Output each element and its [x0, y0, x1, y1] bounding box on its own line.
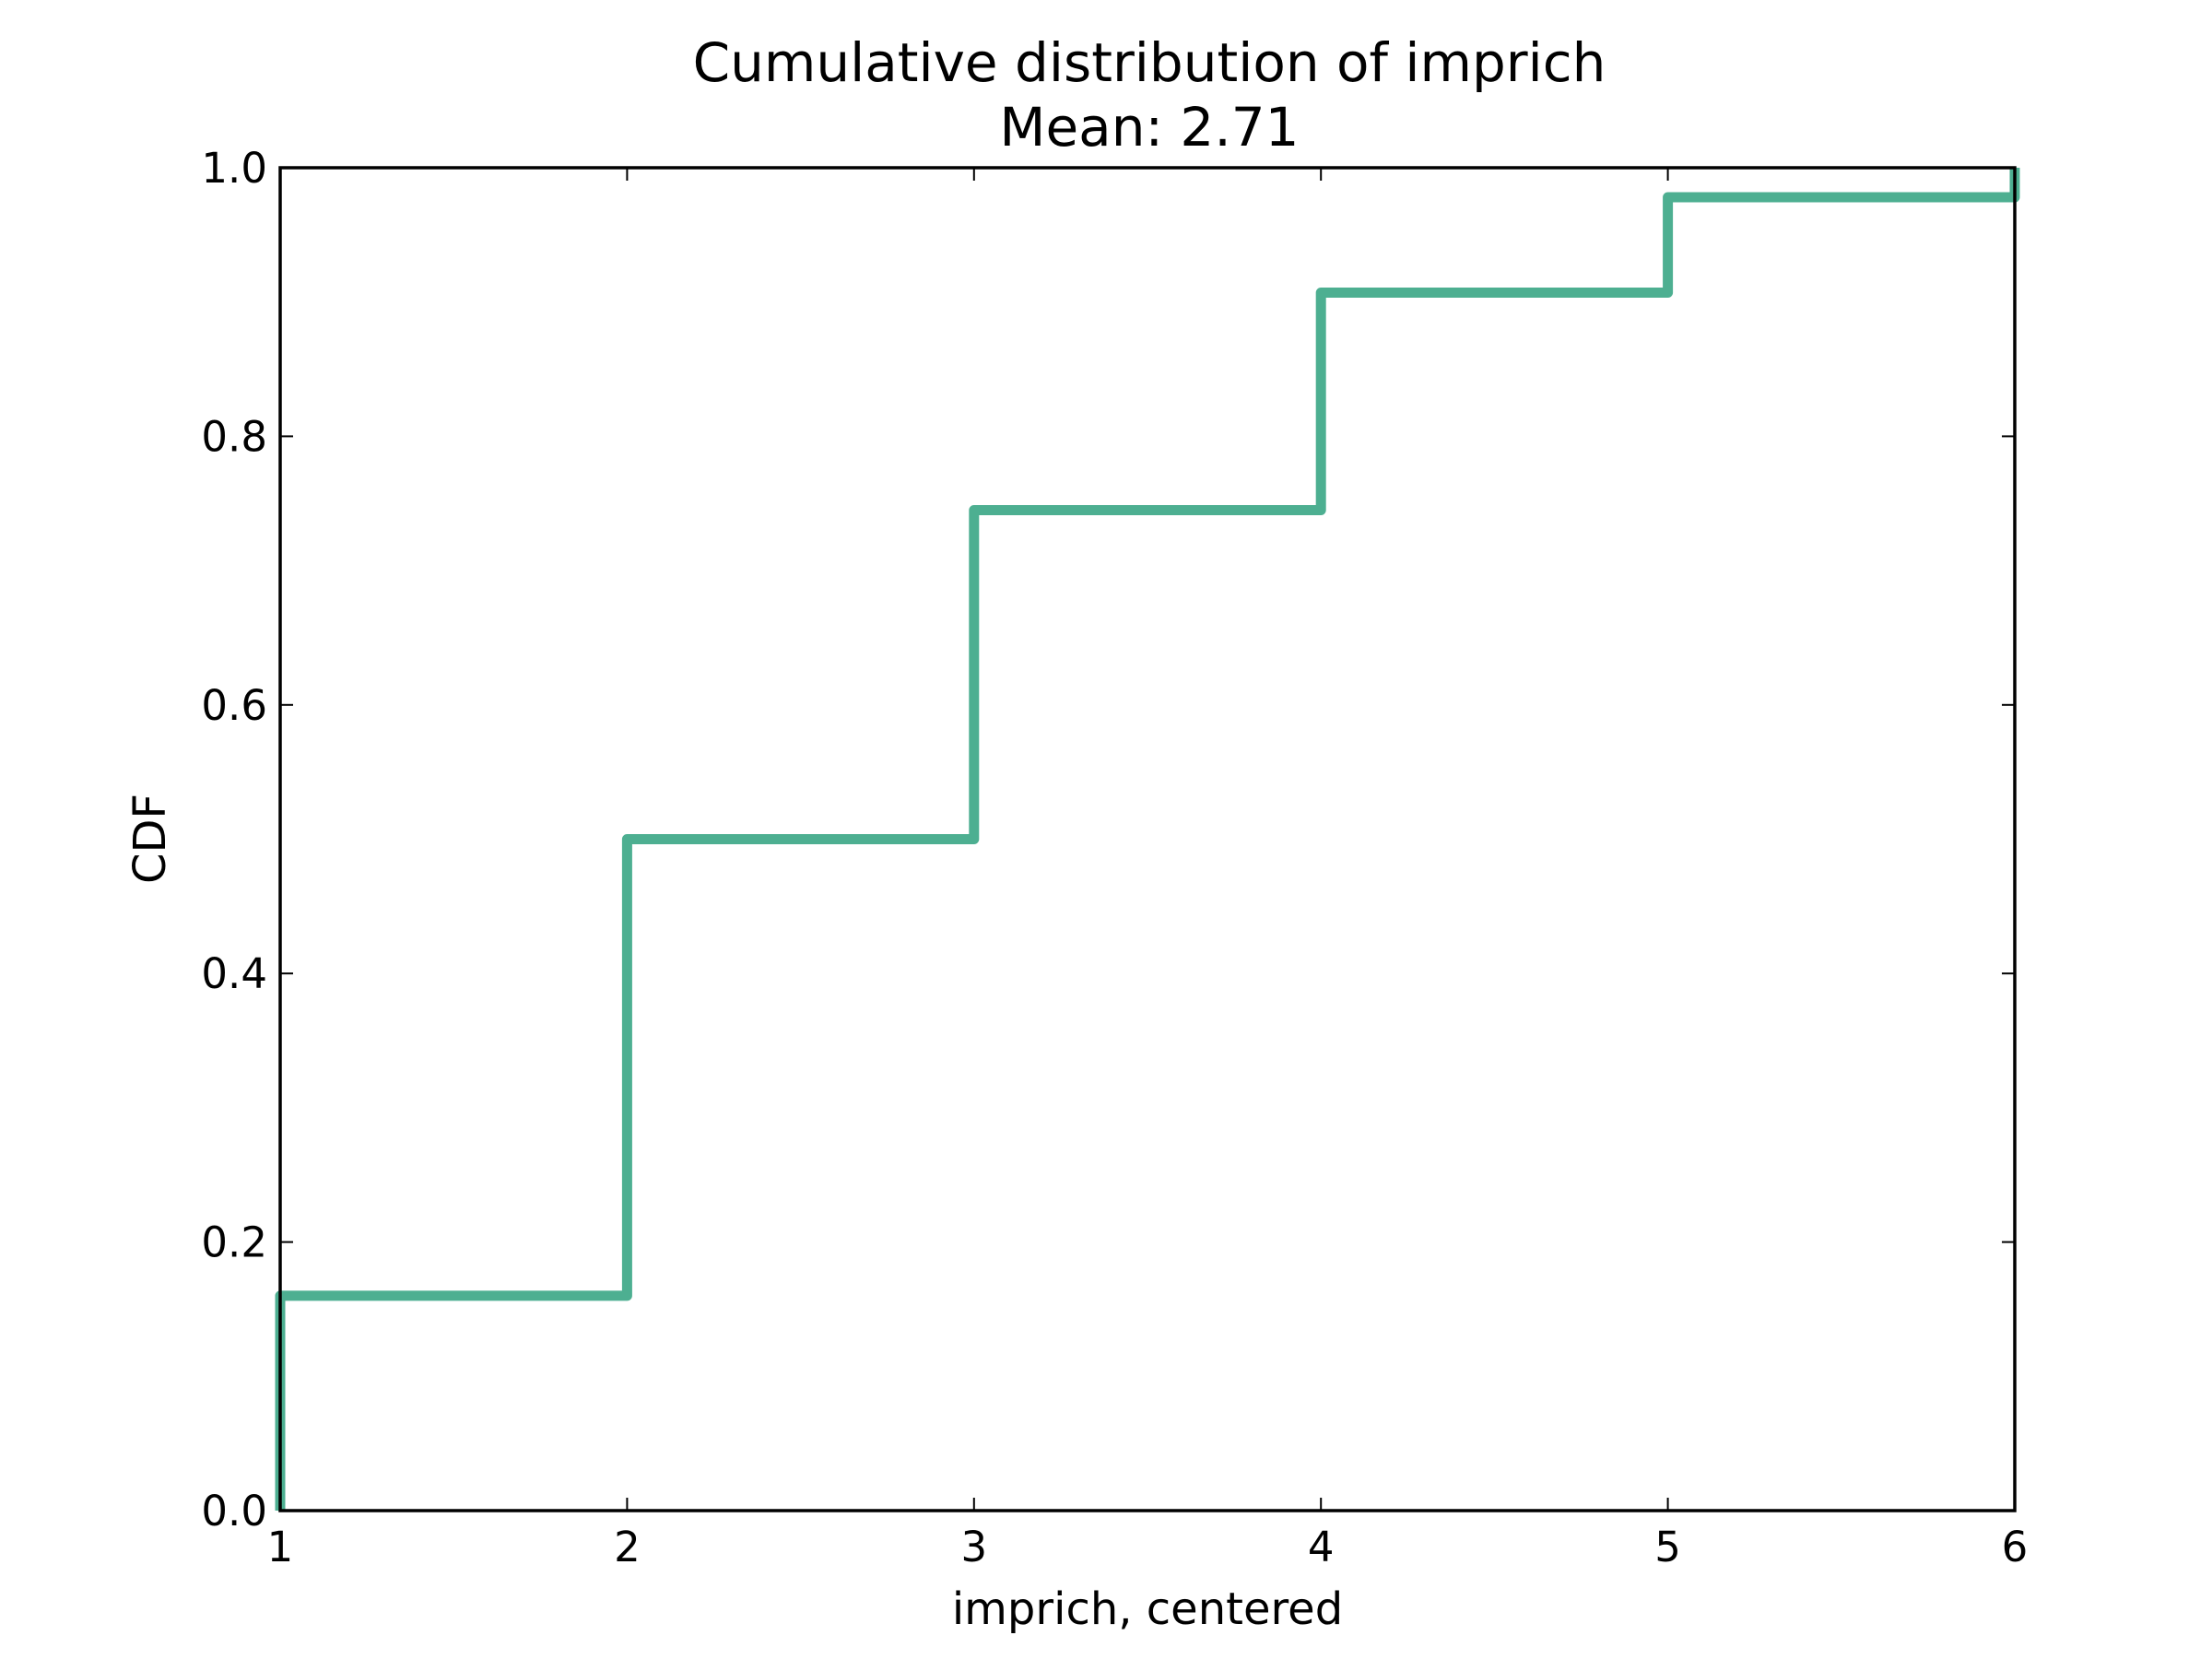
x-tick-label: 2 — [614, 1523, 641, 1571]
axis-ticks — [279, 167, 2016, 1512]
x-tick-label: 3 — [960, 1523, 987, 1571]
y-axis-label: CDF — [124, 794, 176, 884]
x-tick-label: 6 — [2002, 1523, 2029, 1571]
y-axis-tick-labels: 0.0 0.2 0.4 0.6 0.8 1.0 — [201, 144, 267, 1535]
x-axis-label: imprich, centered — [952, 1583, 1343, 1635]
chart-title: Cumulative distribution of imprich — [693, 31, 1606, 94]
y-tick-label: 0.6 — [201, 681, 267, 730]
x-tick-label: 5 — [1654, 1523, 1681, 1571]
x-tick-label: 1 — [267, 1523, 294, 1571]
chart-subtitle: Mean: 2.71 — [999, 96, 1299, 159]
x-axis-tick-labels: 1 2 3 4 5 6 — [267, 1523, 2029, 1571]
plot-area — [275, 168, 2020, 1511]
cdf-step-line — [275, 168, 2020, 1511]
y-tick-label: 0.0 — [201, 1487, 267, 1535]
y-tick-label: 0.4 — [201, 949, 267, 998]
x-tick-label: 4 — [1308, 1523, 1335, 1571]
y-tick-label: 1.0 — [201, 144, 267, 193]
plot-frame — [278, 166, 2017, 1512]
y-tick-label: 0.2 — [201, 1218, 267, 1267]
y-tick-label: 0.8 — [201, 412, 267, 461]
